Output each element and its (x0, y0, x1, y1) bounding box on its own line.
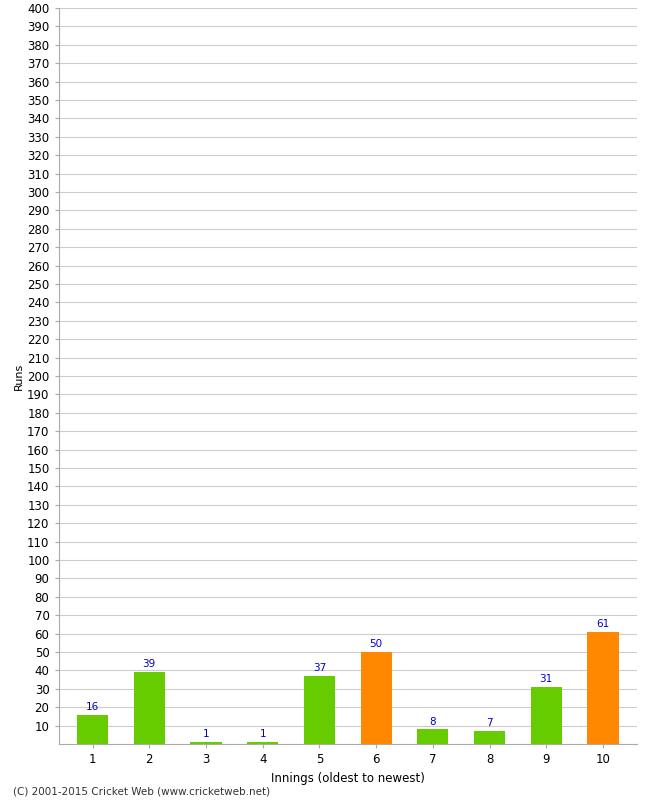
X-axis label: Innings (oldest to newest): Innings (oldest to newest) (271, 771, 424, 785)
Text: (C) 2001-2015 Cricket Web (www.cricketweb.net): (C) 2001-2015 Cricket Web (www.cricketwe… (13, 786, 270, 796)
Bar (474, 731, 505, 744)
Bar (530, 687, 562, 744)
Text: 50: 50 (370, 639, 383, 650)
Text: 61: 61 (596, 619, 610, 629)
Bar (77, 714, 108, 744)
Bar (247, 742, 278, 744)
Bar (134, 672, 165, 744)
Text: 1: 1 (203, 730, 209, 739)
Bar (304, 676, 335, 744)
Y-axis label: Runs: Runs (14, 362, 24, 390)
Text: 16: 16 (86, 702, 99, 712)
Bar (417, 730, 448, 744)
Text: 31: 31 (540, 674, 553, 684)
Bar (190, 742, 222, 744)
Text: 1: 1 (259, 730, 266, 739)
Text: 7: 7 (486, 718, 493, 728)
Text: 37: 37 (313, 663, 326, 673)
Bar (361, 652, 392, 744)
Bar (588, 632, 619, 744)
Text: 39: 39 (142, 659, 156, 670)
Text: 8: 8 (430, 717, 436, 726)
